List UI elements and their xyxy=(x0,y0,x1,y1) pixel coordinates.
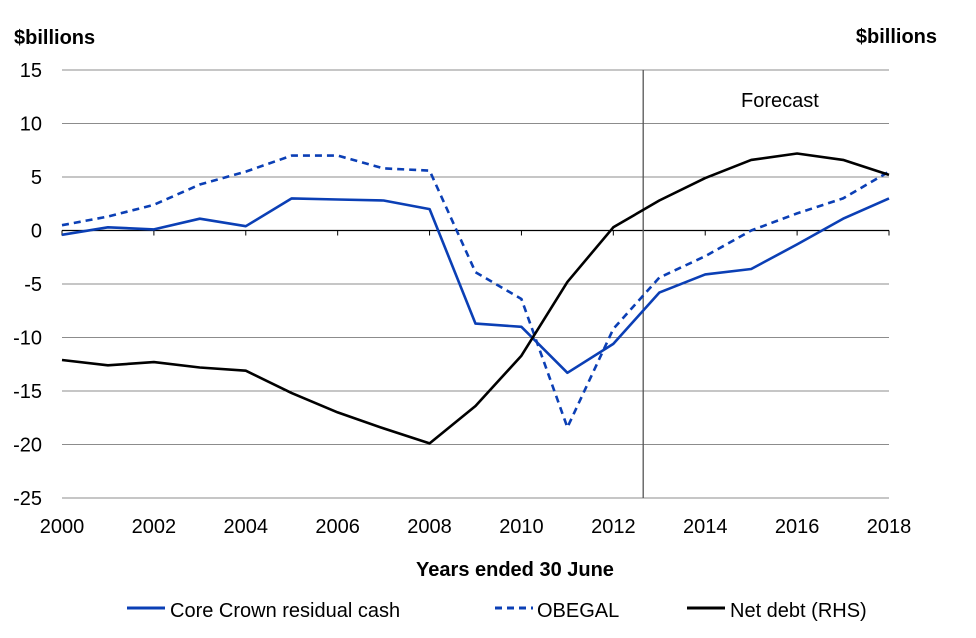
y-unit-right: $billions xyxy=(856,26,937,48)
y-tick-label: -10 xyxy=(13,328,42,350)
y-tick-label: -20 xyxy=(13,435,42,457)
legend-label-core-crown: Core Crown residual cash xyxy=(170,600,400,622)
legend-label-obegal: OBEGAL xyxy=(537,600,619,622)
x-tick-label: 2004 xyxy=(224,516,269,538)
y-tick-label: 0 xyxy=(31,221,42,243)
x-tick-label: 2014 xyxy=(683,516,728,538)
y-tick-labels: 15 10 5 0 -5 -10 -15 -20 -25 xyxy=(13,60,42,510)
y-unit-left: $billions xyxy=(14,27,95,49)
gridlines xyxy=(62,69,889,499)
x-tick-label: 2012 xyxy=(591,516,636,538)
y-tick-label: -5 xyxy=(24,274,42,296)
x-tick-label: 2000 xyxy=(40,516,85,538)
legend-label-net-debt: Net debt (RHS) xyxy=(730,600,867,622)
x-tick-label: 2018 xyxy=(867,516,912,538)
x-tick-label: 2016 xyxy=(775,516,820,538)
x-tick-label: 2008 xyxy=(407,516,452,538)
obegal-line xyxy=(61,154,890,429)
forecast-annotation: Forecast xyxy=(741,90,819,112)
net-debt-line xyxy=(61,152,890,445)
x-tick-label: 2002 xyxy=(132,516,177,538)
core-crown-residual-cash-line xyxy=(61,197,890,375)
legend: Core Crown residual cash OBEGAL Net debt… xyxy=(127,600,867,622)
y-tick-label: 15 xyxy=(20,60,42,82)
x-axis-title: Years ended 30 June xyxy=(416,559,614,581)
y-tick-label: 10 xyxy=(20,114,42,136)
x-tick-label: 2010 xyxy=(499,516,544,538)
y-tick-label: -25 xyxy=(13,488,42,510)
x-tick-label: 2006 xyxy=(315,516,360,538)
series-lines xyxy=(61,152,890,445)
x-tick-labels: 2000 2002 2004 2006 2008 2010 2012 2014 2016 2018 xyxy=(40,516,912,538)
y-tick-label: -15 xyxy=(13,381,42,403)
y-tick-label: 5 xyxy=(31,167,42,189)
